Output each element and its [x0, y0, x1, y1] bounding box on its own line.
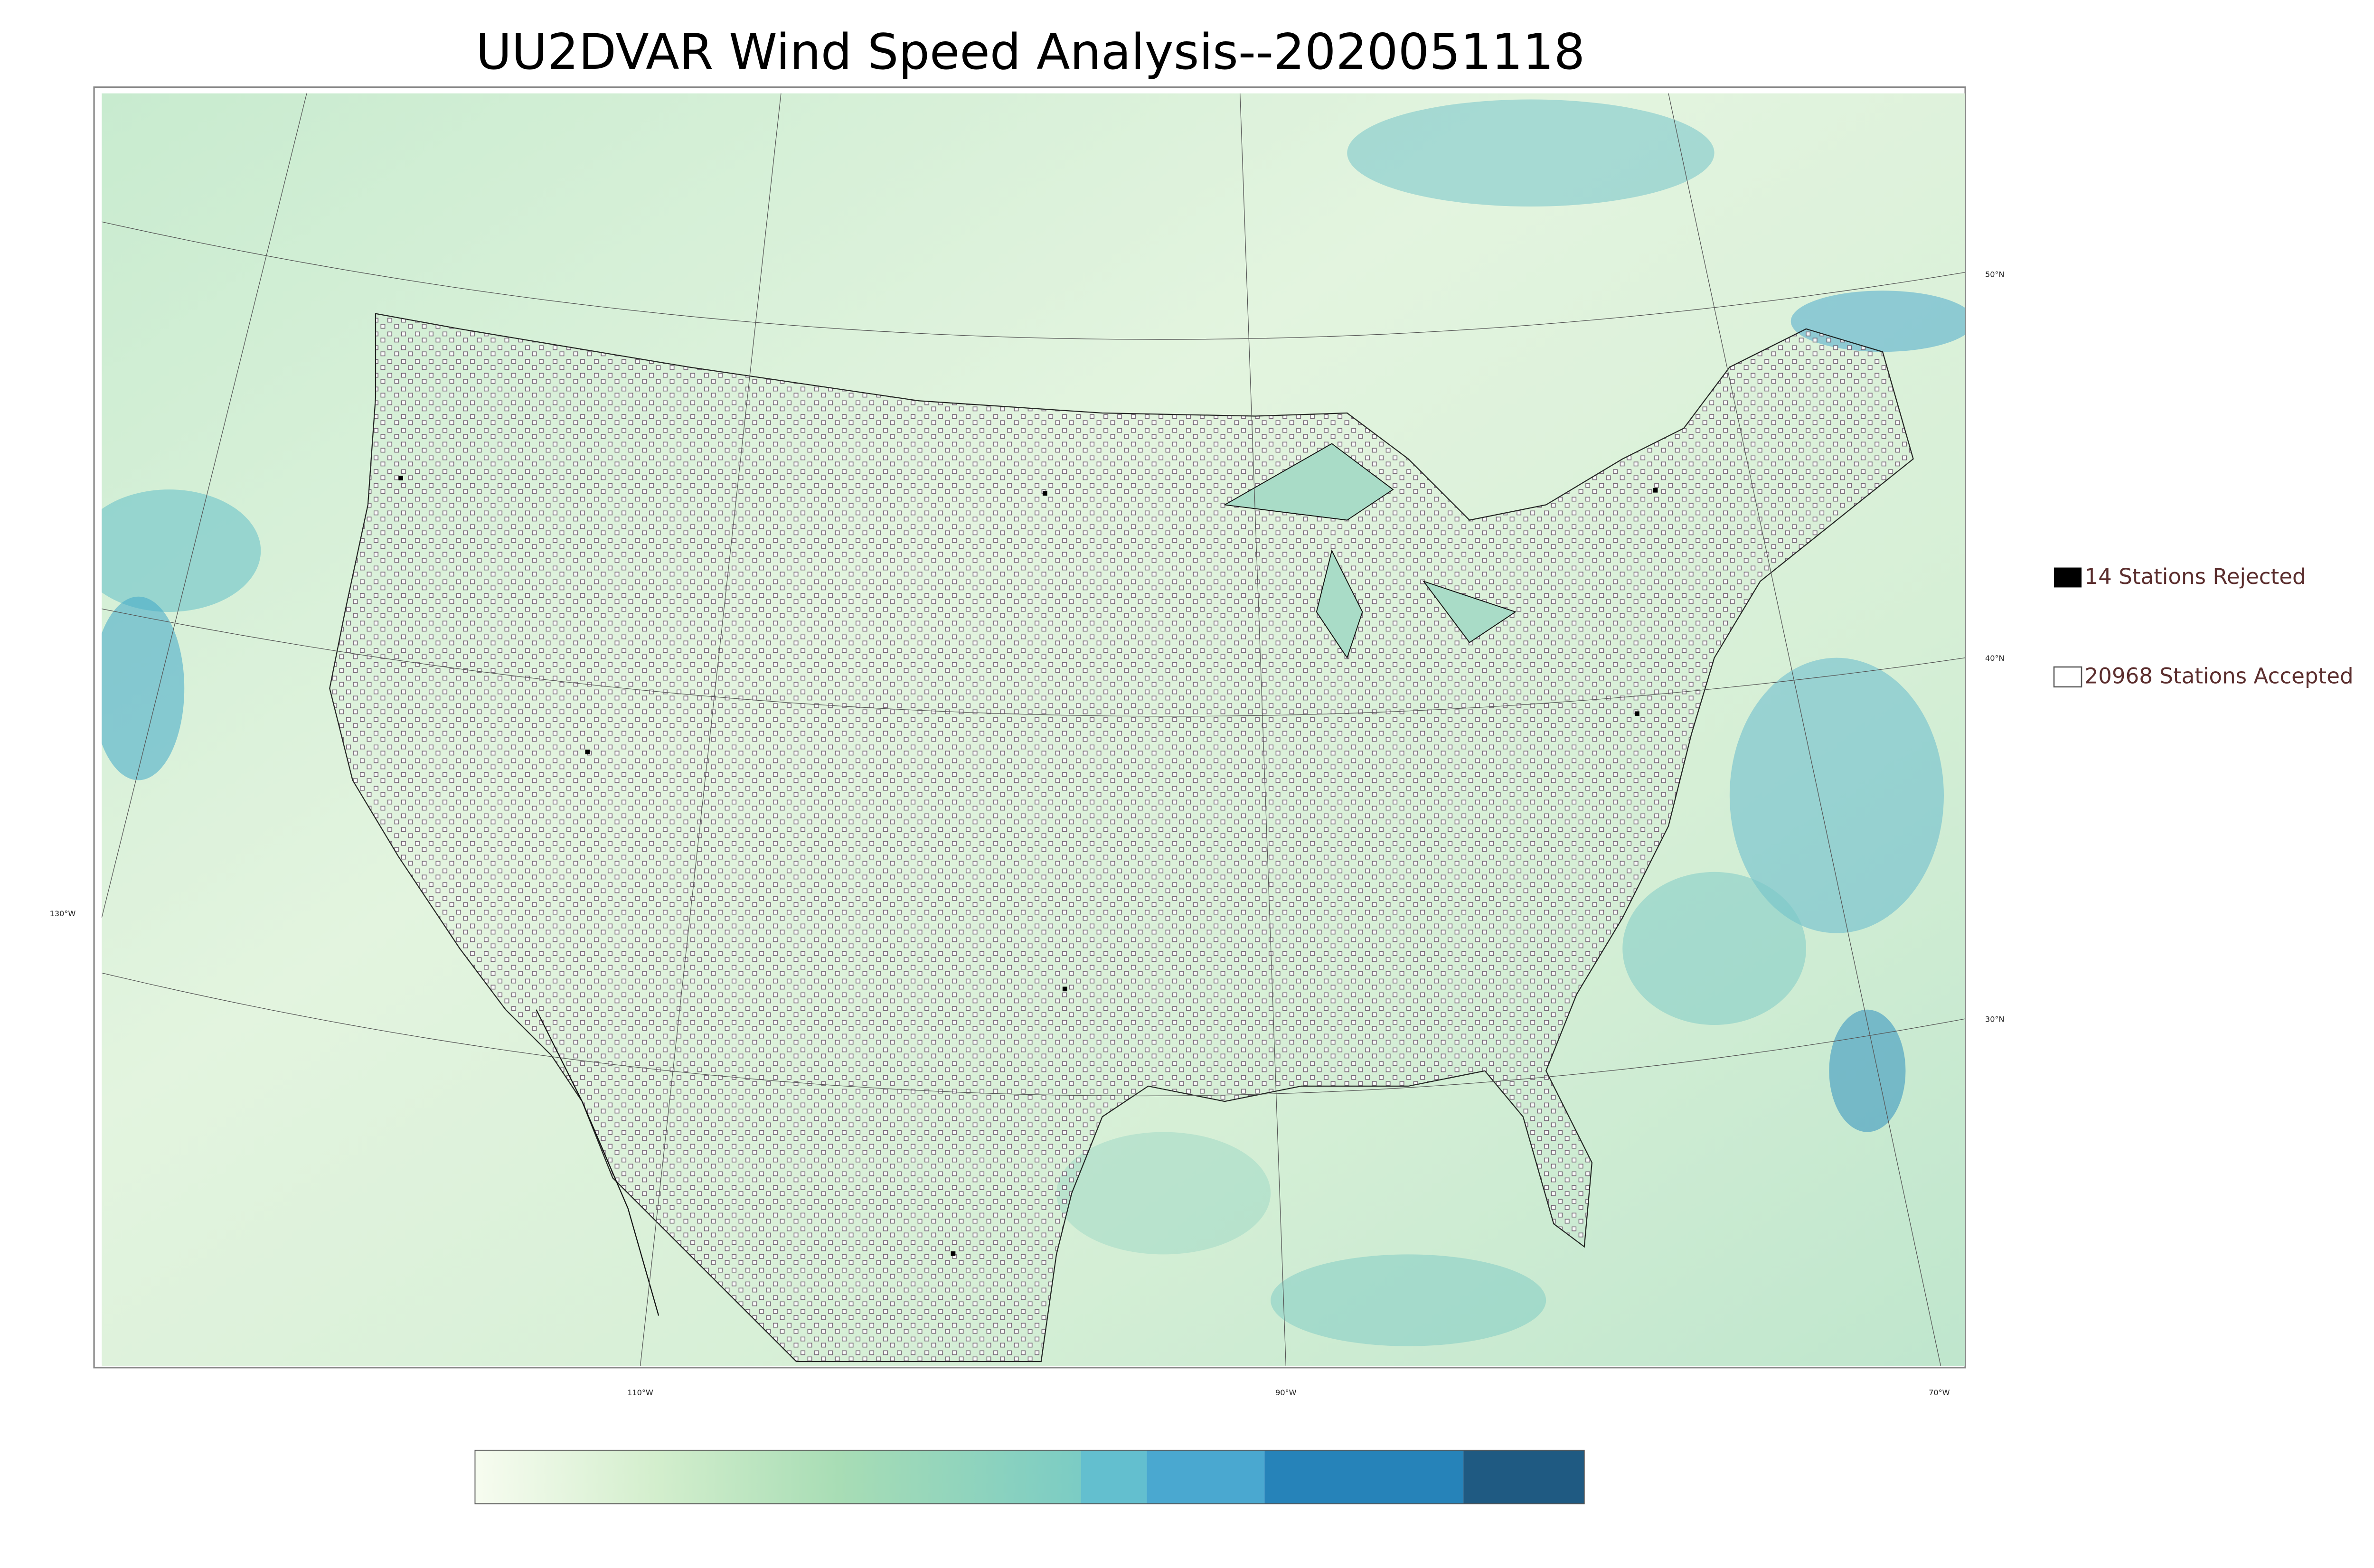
graticule-labels: 50°N 40°N 30°N 130°W 110°W 90°W 70°W [50, 270, 2005, 1397]
legend-marker-accepted [2053, 666, 2082, 688]
longitude-label: 90°W [1275, 1388, 1297, 1397]
map [93, 86, 1966, 1369]
longitude-label: 70°W [1929, 1388, 1950, 1397]
legend-label: 14 Stations Rejected [2084, 564, 2306, 589]
latitude-label: 30°N [1985, 1015, 2005, 1024]
longitude-label: 110°W [627, 1388, 653, 1397]
latitude-label: 40°N [1985, 654, 2005, 663]
legend: 14 Stations Rejected 20968 Stations Acce… [2053, 564, 2354, 689]
colorbar [474, 1449, 1585, 1504]
legend-label: 20968 Stations Accepted [2084, 664, 2353, 689]
latitude-label: 50°N [1985, 270, 2005, 279]
legend-marker-rejected [2054, 567, 2082, 588]
title: UU2DVAR Wind Speed Analysis--2020051118 [476, 24, 1585, 81]
longitude-label: 130°W [50, 909, 76, 918]
